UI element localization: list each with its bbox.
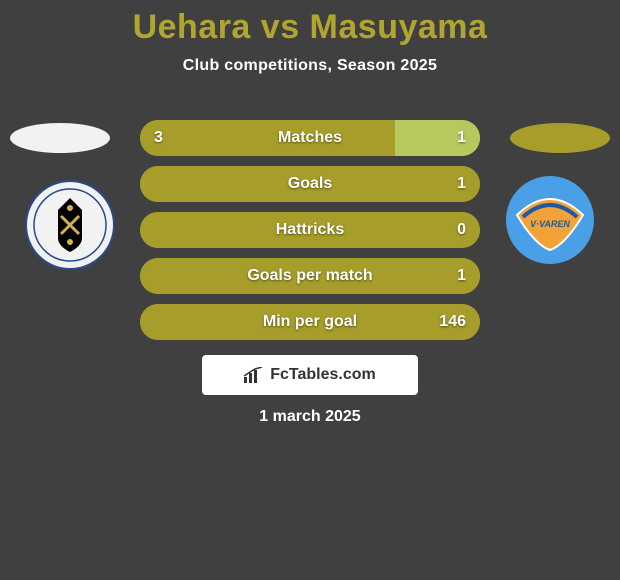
right-badge-icon: V·VAREN bbox=[505, 175, 595, 265]
stat-row: Goals per match 1 bbox=[140, 258, 480, 294]
stat-value-right: 146 bbox=[439, 313, 466, 331]
right-team-badge: V·VAREN bbox=[500, 170, 600, 270]
stat-value-right: 1 bbox=[457, 267, 466, 285]
stat-label: Goals per match bbox=[247, 267, 372, 285]
left-team-badge bbox=[20, 175, 120, 275]
stat-value-right: 1 bbox=[457, 175, 466, 193]
logo-text: FcTables.com bbox=[270, 366, 376, 384]
stat-row: 3 Matches 1 bbox=[140, 120, 480, 156]
stat-label: Min per goal bbox=[263, 313, 357, 331]
page-title: Uehara vs Masuyama bbox=[0, 0, 620, 47]
stat-label: Goals bbox=[288, 175, 332, 193]
date-label: 1 march 2025 bbox=[0, 408, 620, 426]
fctables-logo: FcTables.com bbox=[202, 355, 418, 395]
stat-row: Min per goal 146 bbox=[140, 304, 480, 340]
stat-value-right: 1 bbox=[457, 129, 466, 147]
stat-value-right: 0 bbox=[457, 221, 466, 239]
stat-value-left: 3 bbox=[154, 129, 163, 147]
page-subtitle: Club competitions, Season 2025 bbox=[0, 57, 620, 75]
right-shadow-ellipse bbox=[510, 123, 610, 153]
stat-fill-left bbox=[140, 120, 395, 156]
left-badge-icon bbox=[25, 180, 115, 270]
stat-row: Goals 1 bbox=[140, 166, 480, 202]
stat-bars-container: 3 Matches 1 Goals 1 Hattricks 0 Goals per match… bbox=[140, 120, 480, 350]
stat-row: Hattricks 0 bbox=[140, 212, 480, 248]
chart-icon bbox=[244, 367, 264, 383]
left-shadow-ellipse bbox=[10, 123, 110, 153]
stat-label: Matches bbox=[278, 129, 342, 147]
svg-text:V·VAREN: V·VAREN bbox=[530, 219, 570, 229]
stat-label: Hattricks bbox=[276, 221, 344, 239]
infographic-container: Uehara vs Masuyama Club competitions, Se… bbox=[0, 0, 620, 580]
stat-fill-right bbox=[395, 120, 480, 156]
